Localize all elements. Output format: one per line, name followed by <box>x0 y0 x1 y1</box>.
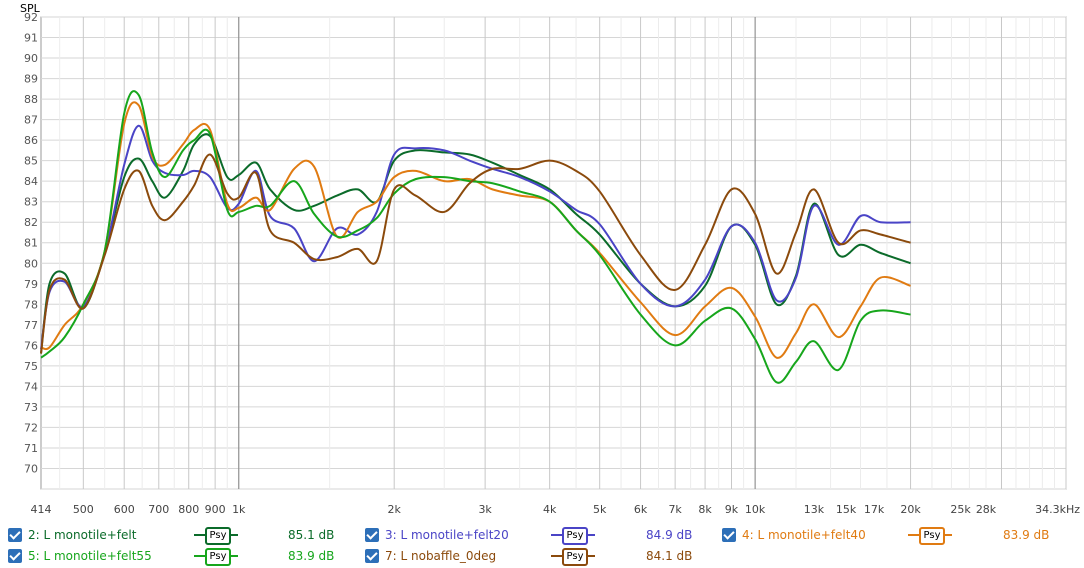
legend-value: 84.1 dB <box>646 549 693 563</box>
checkbox[interactable] <box>722 528 736 542</box>
x-tick-label: 13k <box>804 503 825 516</box>
x-tick-label: 6k <box>634 503 648 516</box>
y-tick-label: 90 <box>24 52 38 65</box>
y-tick-label: 73 <box>24 401 38 414</box>
x-tick-label: 8k <box>698 503 712 516</box>
y-tick-label: 83 <box>24 196 38 209</box>
y-tick-label: 70 <box>24 462 38 475</box>
y-axis-title: SPL <box>20 2 41 15</box>
x-tick-label: 17k <box>864 503 885 516</box>
x-tick-label: 25k <box>950 503 971 516</box>
psy-button-5[interactable]: Psy <box>551 547 595 566</box>
psy-label: Psy <box>562 548 588 566</box>
legend-value: 84.9 dB <box>646 528 693 542</box>
psy-label: Psy <box>562 527 588 545</box>
x-tick-label: 900 <box>205 503 226 516</box>
legend: 2: L monotile+felt Psy 85.1 dB 3: L mono… <box>0 522 1084 568</box>
psy-label: Psy <box>919 527 945 545</box>
y-tick-label: 84 <box>24 175 38 188</box>
x-tick-label: 1k <box>232 503 246 516</box>
y-tick-label: 89 <box>24 73 38 86</box>
x-tick-label: 20k <box>900 503 921 516</box>
series-lines <box>40 90 911 384</box>
legend-label: 2: L monotile+felt <box>28 528 137 542</box>
psy-button-4[interactable]: Psy <box>194 547 238 566</box>
psy-button-1[interactable]: Psy <box>194 526 238 545</box>
legend-value: 83.9 dB <box>288 549 335 563</box>
legend-item-3[interactable]: 4: L monotile+felt40 <box>722 525 866 545</box>
psy-button-2[interactable]: Psy <box>551 526 595 545</box>
x-tick-label: 800 <box>178 503 199 516</box>
y-tick-label: 74 <box>24 380 38 393</box>
legend-item-2[interactable]: 3: L monotile+felt20 <box>365 525 509 545</box>
frequency-response-chart: SPL 92 91 90 89 88 87 86 85 84 83 82 81 80 79 78 77 76 75… <box>20 2 1081 516</box>
y-tick-label: 77 <box>24 319 38 332</box>
y-tick-label: 71 <box>24 442 38 455</box>
y-axis: 92 91 90 89 88 87 86 85 84 83 82 81 80 79 78 77 76 75 74 73… <box>24 11 38 475</box>
y-tick-label: 78 <box>24 298 38 311</box>
y-tick-label: 86 <box>24 134 38 147</box>
x-tick-label: 7k <box>668 503 682 516</box>
psy-button-3[interactable]: Psy <box>908 526 952 545</box>
series-line <box>40 153 911 354</box>
y-tick-label: 80 <box>24 257 38 270</box>
y-tick-label: 76 <box>24 339 38 352</box>
legend-label: 4: L monotile+felt40 <box>742 528 866 542</box>
legend-item-5[interactable]: 7: L nobaffle_0deg <box>365 546 496 566</box>
x-tick-label: 600 <box>114 503 135 516</box>
series-line <box>40 101 911 359</box>
x-tick-label: 700 <box>148 503 169 516</box>
y-tick-label: 82 <box>24 216 38 229</box>
checkbox[interactable] <box>8 528 22 542</box>
legend-item-4[interactable]: 5: L monotile+felt55 <box>8 546 152 566</box>
x-axis: 414 500 600 700 800 900 1k 2k 3k 4k 5k 6k 7k 8k 9k 10k 1… <box>31 503 1081 516</box>
checkbox[interactable] <box>365 528 379 542</box>
x-tick-label: 4k <box>543 503 557 516</box>
grid <box>40 16 1067 490</box>
x-tick-label: 500 <box>73 503 94 516</box>
y-tick-label: 91 <box>24 32 38 45</box>
x-tick-label: 9k <box>725 503 739 516</box>
legend-value: 83.9 dB <box>1003 528 1050 542</box>
x-tick-label: 15k <box>836 503 857 516</box>
psy-label: Psy <box>205 548 231 566</box>
plot-area <box>40 16 1067 490</box>
x-tick-label: 5k <box>593 503 607 516</box>
y-tick-label: 85 <box>24 155 38 168</box>
legend-label: 3: L monotile+felt20 <box>385 528 509 542</box>
checkbox[interactable] <box>365 549 379 563</box>
psy-label: Psy <box>205 527 231 545</box>
x-tick-label: 2k <box>388 503 402 516</box>
series-line <box>40 124 911 350</box>
x-tick-label: 10k <box>745 503 766 516</box>
y-tick-label: 72 <box>24 421 38 434</box>
legend-item-1[interactable]: 2: L monotile+felt <box>8 525 136 545</box>
y-tick-label: 75 <box>24 360 38 373</box>
legend-value: 85.1 dB <box>288 528 335 542</box>
x-tick-label: 28k <box>976 503 997 516</box>
checkbox[interactable] <box>8 549 22 563</box>
legend-label: 7: L nobaffle_0deg <box>385 549 497 563</box>
y-tick-label: 87 <box>24 114 38 127</box>
y-tick-label: 81 <box>24 237 38 250</box>
x-tick-label: 414 <box>31 503 52 516</box>
y-tick-label: 92 <box>24 11 38 24</box>
legend-label: 5: L monotile+felt55 <box>28 549 152 563</box>
x-tick-label: 34.3kHz <box>1035 503 1080 516</box>
x-tick-label: 3k <box>478 503 492 516</box>
y-tick-label: 88 <box>24 93 38 106</box>
series-line <box>40 90 911 384</box>
y-tick-label: 79 <box>24 278 38 291</box>
